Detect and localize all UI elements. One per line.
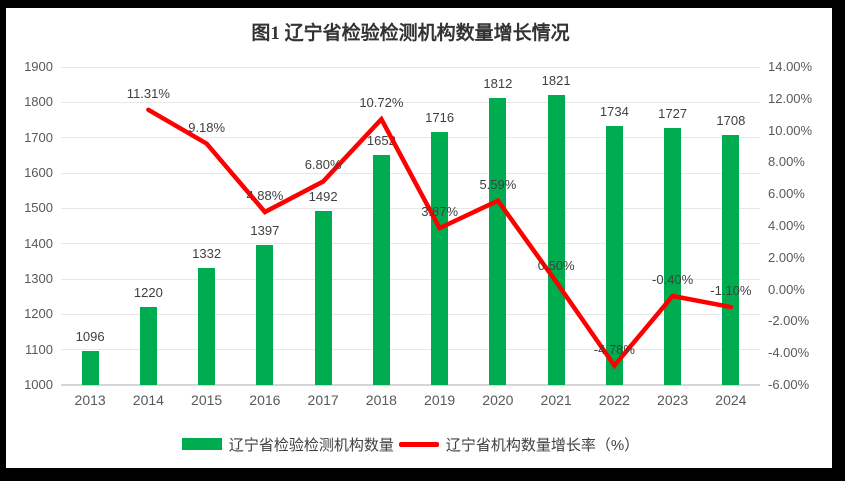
line-value-label: 4.88%	[246, 188, 284, 203]
bar-value-label: 1096	[75, 329, 105, 345]
line-value-label: -4.78%	[593, 341, 635, 357]
bar-value-label: 1708	[716, 112, 746, 128]
bar-2023	[664, 128, 682, 385]
left-axis-tick-label: 1600	[24, 165, 53, 180]
legend-item-bar-series: 辽宁省检验检测机构数量	[181, 434, 394, 455]
growth-rate-polyline	[146, 107, 734, 370]
growth-rate-line	[146, 107, 734, 370]
left-axis-tick-label: 1300	[24, 271, 53, 286]
chart-canvas: 图1 辽宁省检验检测机构数量增长情况 1096 1220 1332 1397 1492 1…	[6, 8, 832, 468]
right-axis-tick-label: -2.00%	[768, 313, 810, 329]
right-axis-tick-label: 8.00%	[768, 154, 805, 170]
x-axis-year-label: 2015	[191, 392, 223, 408]
gridline	[61, 101, 760, 103]
right-axis-tick-label: -4.00%	[768, 345, 810, 361]
right-axis-tick-label: 10.00%	[768, 122, 813, 138]
bar-2016	[256, 244, 274, 385]
gridline	[61, 278, 760, 280]
x-axis-year-label: 2023	[657, 392, 689, 408]
bar-value-label: 1492	[308, 189, 338, 205]
bar-2013	[81, 351, 99, 385]
x-axis-year-label: 2021	[540, 392, 572, 408]
bar-value-label: 1821	[541, 72, 571, 88]
right-axis-tick-label: 0.00%	[768, 281, 805, 297]
x-axis-year-label: 2018	[365, 392, 397, 408]
x-axis-year-label: 2013	[74, 392, 106, 408]
gridline	[61, 207, 760, 209]
line-value-label: -1.10%	[710, 283, 752, 299]
bar-value-label: 1734	[599, 103, 629, 119]
left-axis-tick-label: 1200	[24, 306, 53, 322]
x-axis-year-label: 2014	[132, 392, 164, 408]
bar-2015	[198, 267, 216, 385]
category-axis-line	[61, 384, 760, 386]
bar-value-label: 1716	[425, 110, 455, 125]
right-axis-tick-label: -6.00%	[768, 377, 810, 392]
line-value-label: 10.72%	[359, 95, 404, 111]
right-axis-tick-label: 12.00%	[768, 90, 813, 106]
bar-2020	[489, 98, 507, 385]
bar-2018	[372, 154, 390, 385]
line-series-swatch-icon	[398, 441, 439, 447]
legend-item-line-series: 辽宁省机构数量增长率（%）	[398, 434, 640, 455]
line-value-label: 3.87%	[421, 204, 459, 220]
plot-area: 1096 1220 1332 1397 1492 1652 1716 1812 1821 1734…	[61, 66, 760, 386]
left-axis-tick-label: 1700	[24, 129, 53, 145]
bar-series-swatch-icon	[181, 438, 222, 450]
bar-2022	[605, 125, 623, 385]
right-axis-tick-label: 2.00%	[768, 249, 805, 265]
left-axis-tick-label: 1500	[24, 200, 53, 216]
left-axis-tick-label: 1400	[24, 235, 53, 251]
bar-2019	[431, 132, 449, 385]
right-axis-tick-label: 4.00%	[768, 218, 805, 233]
left-axis-tick-label: 1900	[24, 59, 53, 74]
gridline	[61, 66, 760, 68]
x-axis-year-label: 2019	[424, 392, 456, 408]
line-value-label: -0.40%	[652, 271, 694, 287]
chart-title: 图1 辽宁省检验检测机构数量增长情况	[251, 23, 570, 44]
legend: 辽宁省检验检测机构数量 辽宁省机构数量增长率（%）	[61, 434, 760, 454]
bar-2021	[547, 94, 565, 385]
line-value-label: 6.80%	[304, 157, 342, 173]
right-axis-tick-label: 14.00%	[768, 59, 813, 74]
bar-value-label: 1812	[483, 76, 513, 92]
line-value-label: 0.50%	[537, 257, 575, 273]
bar-2024	[722, 134, 740, 385]
x-axis-year-label: 2022	[598, 392, 630, 408]
line-value-label: 9.18%	[188, 119, 226, 135]
gridline	[61, 313, 760, 315]
left-axis-tick-label: 1100	[25, 341, 53, 357]
bar-value-label: 1727	[658, 106, 688, 122]
bar-2014	[139, 307, 157, 385]
legend-label-line-series: 辽宁省机构数量增长率（%）	[445, 436, 640, 454]
right-axis-tick-label: 6.00%	[768, 186, 805, 202]
x-axis-year-label: 2017	[307, 392, 339, 408]
x-axis-year-label: 2024	[715, 392, 747, 408]
bar-value-label: 1220	[133, 285, 163, 301]
bar-2017	[314, 211, 332, 385]
left-axis-tick-label: 1000	[24, 377, 53, 392]
left-axis-tick-label: 1800	[24, 94, 53, 110]
gridline	[61, 349, 760, 351]
line-value-label: 11.31%	[126, 85, 170, 101]
line-value-label: 5.59%	[479, 176, 517, 192]
bar-value-label: 1397	[250, 222, 280, 238]
legend-label-bar-series: 辽宁省检验检测机构数量	[228, 436, 394, 454]
x-axis-year-label: 2020	[482, 392, 514, 408]
x-axis-year-label: 2016	[249, 392, 281, 408]
gridline	[61, 137, 760, 139]
gridline	[61, 243, 760, 245]
bar-value-label: 1332	[192, 245, 222, 261]
